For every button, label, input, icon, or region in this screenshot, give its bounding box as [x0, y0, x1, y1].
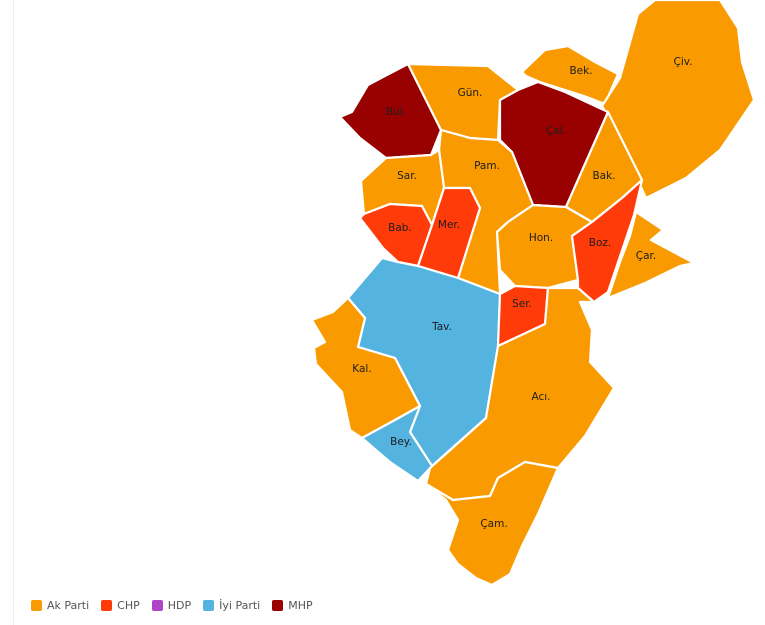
legend-swatch-mhp — [272, 600, 284, 611]
label-bey: Bey. — [390, 436, 412, 448]
legend-label-ak-parti: Ak Parti — [47, 599, 90, 612]
label-tav: Tav. — [431, 321, 452, 333]
legend-item-ak-parti[interactable]: Ak Parti — [31, 599, 89, 612]
district-boz[interactable] — [570, 178, 644, 304]
label-bak: Bak. — [592, 170, 615, 182]
district-car[interactable] — [606, 210, 696, 300]
label-bab: Bab. — [388, 222, 412, 234]
label-ser: Ser. — [512, 298, 532, 310]
label-gun: Gün. — [458, 87, 483, 99]
district-bek[interactable] — [520, 44, 620, 106]
district-bul[interactable] — [338, 62, 443, 160]
legend-label-hdp: HDP — [167, 599, 192, 612]
legend-swatch-iyi-parti — [203, 600, 215, 611]
label-cal: Çal. — [546, 125, 566, 137]
label-car: Çar. — [636, 250, 656, 262]
legend: Ak Parti CHP HDP İyi Parti MHP — [31, 599, 325, 612]
label-sar: Sar. — [397, 170, 417, 182]
label-pam: Pam. — [474, 160, 500, 172]
label-civ: Çiv. — [674, 56, 693, 68]
legend-item-iyi-parti[interactable]: İyi Parti — [203, 599, 260, 612]
label-cam: Çam. — [480, 518, 507, 530]
legend-label-mhp: MHP — [288, 599, 313, 612]
district-civ[interactable] — [600, 0, 756, 200]
label-bek: Bek. — [569, 65, 592, 77]
label-hon: Hon. — [529, 232, 553, 244]
legend-swatch-ak-parti — [31, 600, 42, 611]
legend-label-iyi-parti: İyi Parti — [219, 599, 261, 612]
label-kal: Kal. — [352, 363, 371, 375]
left-divider — [13, 0, 14, 625]
label-bul: Bul. — [386, 106, 406, 118]
legend-label-chp: CHP — [117, 599, 140, 612]
legend-item-hdp[interactable]: HDP — [151, 599, 192, 612]
label-mer: Mer. — [438, 219, 460, 231]
label-aci: Acı. — [531, 391, 550, 403]
legend-item-mhp[interactable]: MHP — [272, 599, 313, 612]
legend-swatch-chp — [101, 600, 113, 611]
label-boz: Boz. — [589, 237, 611, 249]
district-cam[interactable] — [424, 460, 560, 587]
legend-swatch-hdp — [151, 600, 163, 611]
legend-item-chp[interactable]: CHP — [101, 599, 140, 612]
district-map: Bul. Gün. Bek. Çiv. Çal. Pam. Sar. Bak. … — [310, 0, 756, 587]
district-bey[interactable] — [360, 404, 434, 483]
